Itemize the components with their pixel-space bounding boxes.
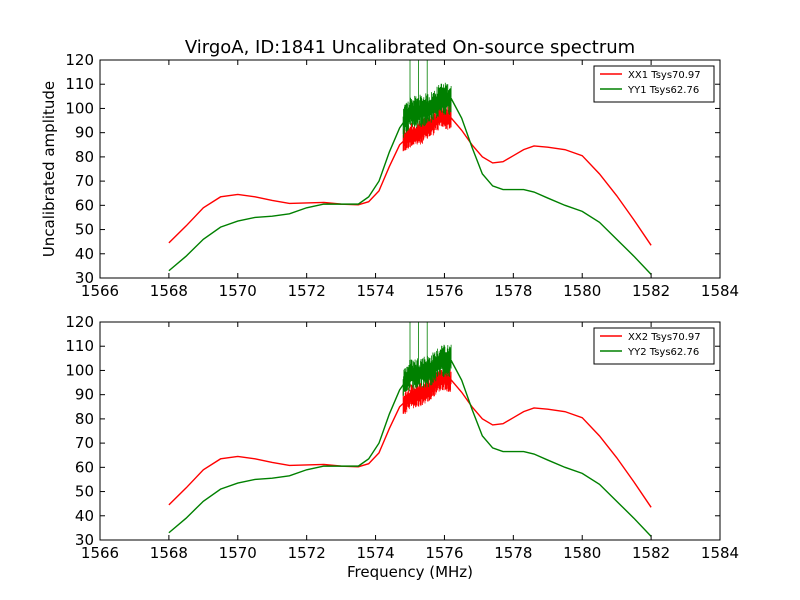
- y-axis-label: Uncalibrated amplitude: [40, 81, 58, 257]
- x-tick-label: 1584: [701, 544, 739, 562]
- y-tick-label: 90: [75, 386, 94, 404]
- y-tick-label: 40: [75, 245, 94, 263]
- panel-1: 1566 1568 1570 1572 1574 1576 1578 1580 1582 1584…: [65, 51, 739, 300]
- y-tick-label: 30: [75, 269, 94, 287]
- y-tick-label: 100: [65, 99, 94, 117]
- plot-area-2: [168, 322, 652, 537]
- y-tick-label: 80: [75, 410, 94, 428]
- x-tick-label: 1578: [494, 544, 532, 562]
- y-tick-label: 50: [75, 483, 94, 501]
- y-tick-label: 30: [75, 531, 94, 549]
- axes-frame-2: [99, 321, 721, 541]
- legend-box: [593, 327, 715, 365]
- legend-label: YY2 Tsys62.76: [627, 347, 699, 358]
- x-tick-label: 1568: [150, 544, 188, 562]
- y-tick-label: 110: [65, 75, 94, 93]
- x-tick-label: 1580: [563, 544, 601, 562]
- y-tick-label: 120: [65, 51, 94, 69]
- legend-2: XX2 Tsys70.97 YY2 Tsys62.76: [593, 327, 715, 365]
- x-tick-label: 1570: [219, 282, 257, 300]
- axes-frame-1: [99, 59, 721, 279]
- legend-1: XX1 Tsys70.97 YY1 Tsys62.76: [593, 65, 715, 103]
- x-axis-label: Frequency (MHz): [347, 563, 473, 581]
- x-tick-label: 1574: [356, 544, 394, 562]
- y-tick-label: 100: [65, 361, 94, 379]
- y-tick-label: 90: [75, 124, 94, 142]
- x-tick-label: 1570: [219, 544, 257, 562]
- panel-2: 1566 1568 1570 1572 1574 1576 1578 1580 1582 1584…: [65, 313, 739, 562]
- y-tick-label: 40: [75, 507, 94, 525]
- y-tick-label: 70: [75, 172, 94, 190]
- series-noise-yy-2: [402, 322, 452, 396]
- plot-area-1: [168, 60, 652, 275]
- y-tick-label: 50: [75, 221, 94, 239]
- x-tick-label: 1566: [81, 544, 119, 562]
- y-tick-label: 60: [75, 196, 94, 214]
- panels: 1566 1568 1570 1572 1574 1576 1578 1580 1582 1584…: [65, 51, 739, 562]
- x-tick-label: 1584: [701, 282, 739, 300]
- x-tick-label: 1580: [563, 282, 601, 300]
- legend-label: XX1 Tsys70.97: [628, 70, 701, 81]
- y-tick-label: 110: [65, 337, 94, 355]
- series-noise-xx-1: [402, 104, 452, 152]
- figure-title: VirgoA, ID:1841 Uncalibrated On-source s…: [185, 37, 635, 58]
- legend-label: XX2 Tsys70.97: [628, 332, 701, 343]
- legend-label: YY1 Tsys62.76: [627, 85, 699, 96]
- x-tick-label: 1582: [632, 282, 670, 300]
- y-tick-label: 60: [75, 458, 94, 476]
- x-tick-label: 1568: [150, 282, 188, 300]
- x-tick-label: 1574: [356, 282, 394, 300]
- y-tick-label: 80: [75, 148, 94, 166]
- legend-box: [593, 65, 715, 103]
- x-tick-label: 1578: [494, 282, 532, 300]
- x-tick-label: 1572: [288, 282, 326, 300]
- x-tick-label: 1576: [425, 282, 463, 300]
- x-tick-label: 1582: [632, 544, 670, 562]
- series-noise-yy-1: [402, 60, 452, 138]
- x-tick-label: 1566: [81, 282, 119, 300]
- x-tick-label: 1576: [425, 544, 463, 562]
- y-tick-label: 70: [75, 434, 94, 452]
- x-tick-label: 1572: [288, 544, 326, 562]
- y-tick-label: 120: [65, 313, 94, 331]
